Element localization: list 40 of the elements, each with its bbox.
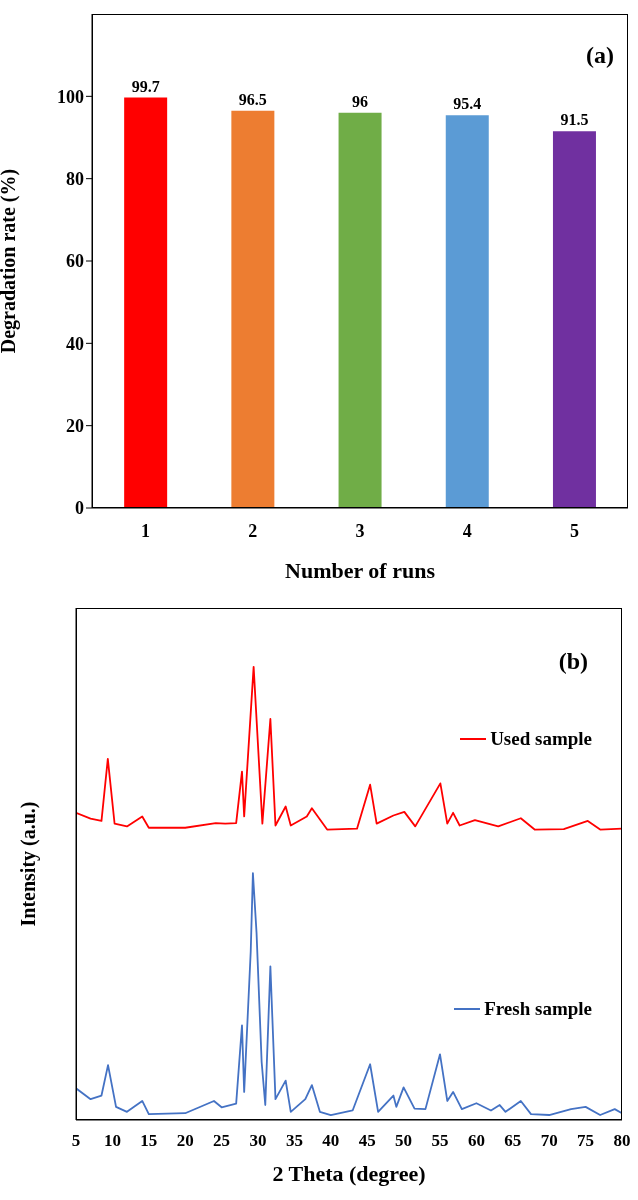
x-tick-label: 15 xyxy=(140,1131,158,1151)
y-tick-label: 20 xyxy=(66,416,84,437)
data-label: 95.4 xyxy=(453,95,482,113)
y-axis-title: Degradation rate (%) xyxy=(0,168,21,354)
x-axis-title: Number of runs xyxy=(285,558,436,583)
x-tick-label: 80 xyxy=(613,1131,631,1151)
x-tick-label: 50 xyxy=(395,1131,413,1151)
x-tick-label: 4 xyxy=(462,520,472,541)
annotation: (b) xyxy=(558,648,588,675)
x-tick-label: 75 xyxy=(577,1131,595,1151)
data-label: 96.5 xyxy=(238,90,267,108)
x-tick-label: 5 xyxy=(71,1131,81,1151)
data-label: 96 xyxy=(352,92,369,110)
x-tick-label: 35 xyxy=(285,1131,303,1151)
x-tick-label: 3 xyxy=(355,520,365,541)
x-tick-label: 2 xyxy=(248,520,258,541)
y-tick-label: 0 xyxy=(75,498,84,519)
x-tick-label: 10 xyxy=(103,1131,121,1151)
y-tick-label: 60 xyxy=(66,251,84,272)
legend-label: Used sample xyxy=(490,728,592,750)
data-label: 91.5 xyxy=(560,111,589,129)
x-tick-label: 25 xyxy=(213,1131,231,1151)
x-tick-label: 40 xyxy=(322,1131,340,1151)
data-label: 99.7 xyxy=(131,77,160,95)
x-tick-label: 45 xyxy=(358,1131,376,1151)
annotation: (a) xyxy=(586,42,614,69)
x-tick-label: 1 xyxy=(141,520,151,541)
x-axis-title: 2 Theta (degree) xyxy=(272,1161,426,1186)
legend-label: Fresh sample xyxy=(484,998,592,1020)
x-tick-label: 55 xyxy=(431,1131,449,1151)
x-tick-label: 30 xyxy=(249,1131,267,1151)
x-tick-label: 70 xyxy=(540,1131,558,1151)
y-tick-label: 80 xyxy=(66,169,84,190)
y-axis-title: Intensity (a.u.) xyxy=(17,801,41,927)
y-tick-label: 100 xyxy=(57,86,84,107)
x-tick-label: 60 xyxy=(467,1131,485,1151)
x-tick-label: 20 xyxy=(176,1131,194,1151)
x-tick-label: 5 xyxy=(569,520,579,541)
x-tick-label: 65 xyxy=(504,1131,522,1151)
y-tick-label: 40 xyxy=(66,333,84,354)
